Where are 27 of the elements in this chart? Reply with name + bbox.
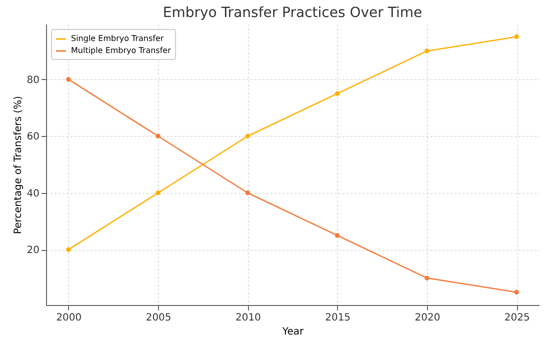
y-axis-title: Percentage of Transfers (%) <box>12 96 24 234</box>
legend-label: Single Embryo Transfer <box>71 34 164 43</box>
point <box>334 91 340 96</box>
y-tick-label: 80 <box>26 74 40 86</box>
x-tick-label: 2025 <box>504 312 530 324</box>
point <box>245 134 250 138</box>
point <box>334 233 340 238</box>
point <box>156 134 160 138</box>
point <box>424 276 430 280</box>
point <box>66 77 71 82</box>
x-tick-label: 2015 <box>325 312 351 324</box>
x-tick-label: 2005 <box>146 312 172 324</box>
legend-label: Multiple Embryo Transfer <box>71 46 172 55</box>
point <box>514 34 519 40</box>
y-tick-label: 20 <box>26 245 40 256</box>
y-tick-label: 60 <box>26 132 40 143</box>
point <box>156 190 160 196</box>
x-tick-label: 2000 <box>56 312 82 324</box>
chart-title: Embryo Transfer Practices Over Time <box>162 5 422 21</box>
x-tick-label: 2010 <box>235 312 261 324</box>
point <box>66 247 71 252</box>
point <box>514 290 519 295</box>
point <box>424 48 430 54</box>
x-tick-label: 2020 <box>414 312 440 324</box>
point <box>245 190 250 196</box>
y-tick-label: 40 <box>26 188 40 200</box>
x-axis-title: Year <box>281 326 304 338</box>
